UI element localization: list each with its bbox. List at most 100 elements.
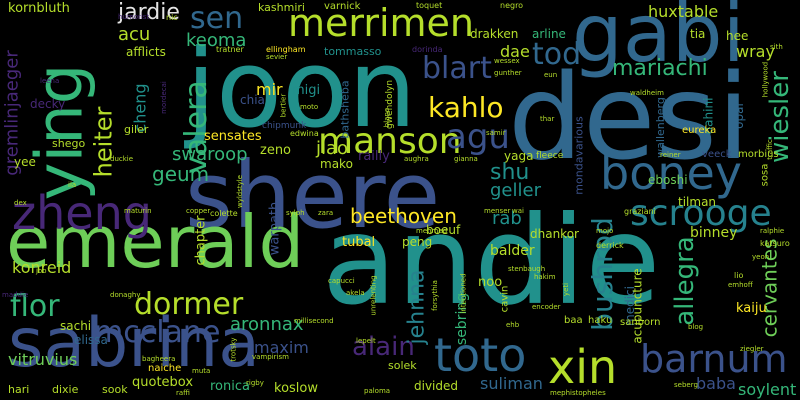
word-aughra: aughra <box>404 155 429 163</box>
word-opal: opal <box>731 103 746 129</box>
word-veeck: veeck <box>702 149 732 160</box>
word-geller: geller <box>490 180 541 201</box>
word-toto: toto <box>434 328 527 382</box>
word-forsythia: forsythia <box>430 280 439 311</box>
word-eureka: eureka <box>682 125 717 136</box>
word-wallenberg: wallenberg <box>653 97 667 158</box>
word-manson: manson <box>318 121 462 162</box>
word-tilman: tilman <box>678 195 717 209</box>
word-bertier: bertier <box>279 93 288 118</box>
word-katsuro: katsuro <box>760 239 790 248</box>
word-reiner: reiner <box>660 151 681 159</box>
word-yeti: yeti <box>562 282 571 297</box>
word-hee: hee <box>726 29 749 43</box>
word-agu: agu <box>446 117 510 157</box>
word-swaroop: swaroop <box>172 144 248 165</box>
word-zara: zara <box>318 209 334 217</box>
word-gabi: gabi <box>572 0 745 80</box>
word-morbius: morbius <box>738 149 779 160</box>
word-eun: eun <box>544 71 558 79</box>
word-mako: mako <box>320 157 353 171</box>
word-maddie: maddie <box>2 291 29 299</box>
word-leena: leena <box>40 77 60 85</box>
word-jiao: jiao <box>316 138 349 159</box>
word-peng: peng <box>402 235 433 249</box>
word-chapter: chapter <box>193 215 209 266</box>
word-kornbluth: kornbluth <box>8 1 70 16</box>
word-huxtable: huxtable <box>648 2 719 21</box>
word-lio: lio <box>734 271 744 280</box>
word-waldheim: waldheim <box>630 89 664 97</box>
word-mcclane: mcclane <box>94 315 221 350</box>
word-xin: xin <box>548 340 618 394</box>
word-koslow: koslow <box>274 381 318 396</box>
word-soylent: soylent <box>738 380 797 399</box>
word-sook: sook <box>102 383 128 396</box>
word-sylph: sylph <box>286 209 305 217</box>
word-yee: yee <box>14 155 36 169</box>
word-jehnna: jehnna <box>404 269 430 345</box>
word-keoma: keoma <box>186 30 247 51</box>
word-dhankor: dhankor <box>530 227 579 241</box>
word-mir: mir <box>256 80 283 99</box>
word-blart: blart <box>422 51 492 86</box>
word-menser: menser <box>484 207 511 215</box>
word-sevier: sevier <box>266 53 288 61</box>
word-divided: divided <box>414 379 459 393</box>
word-hakim: hakim <box>534 273 556 281</box>
word-donaghy: donaghy <box>110 291 141 299</box>
word-ehb: ehb <box>506 321 520 329</box>
word-varnick: varnick <box>324 1 361 12</box>
word-elissa: elissa <box>74 333 108 347</box>
word-sen: sen <box>190 1 244 36</box>
word-tommasso: tommasso <box>324 45 382 58</box>
word-afflicts: afflicts <box>126 45 166 59</box>
word-shu: shu <box>490 160 530 185</box>
word-baa: baa <box>564 315 583 326</box>
word-rab: rab <box>492 208 522 229</box>
word-wray: wray <box>736 42 775 61</box>
word-zeno: zeno <box>260 143 292 158</box>
word-flor: flor <box>10 289 60 324</box>
word-warpath: warpath <box>267 201 283 256</box>
word-noo: noo <box>478 275 503 290</box>
word-beethoven: beethoven <box>350 204 457 228</box>
word-emhoff: emhoff <box>728 281 753 289</box>
word-yeon: yeon <box>752 253 770 261</box>
word-geum: geum <box>152 162 210 186</box>
word-copper: copper <box>186 207 211 215</box>
word-wyldstyle: wyldstyle <box>236 174 245 209</box>
word-solek: solek <box>388 359 417 372</box>
word-mondavarious: mondavarious <box>572 116 586 195</box>
word-fleece: fleece <box>536 151 564 161</box>
word-hollywood: hollywood <box>761 61 770 98</box>
word-blane: blane <box>383 107 392 128</box>
word-merrimen: merrimen <box>288 1 475 45</box>
word-millisecond: millisecond <box>294 317 334 325</box>
word-aronnax: aronnax <box>230 314 304 335</box>
word-muta: muta <box>192 367 211 375</box>
word-yaga: yaga <box>504 149 534 163</box>
word-derrick: derrick <box>596 241 624 250</box>
word-wessex: wessex <box>494 57 520 65</box>
word-bagheera: bagheera <box>142 355 176 363</box>
word-balder: balder <box>490 243 535 259</box>
word-shego: shego <box>52 137 86 150</box>
word-blog: blog <box>688 323 704 331</box>
word-kaiju: kaiju <box>736 301 767 316</box>
word-dormer: dormer <box>134 287 244 322</box>
word-boney: boney <box>600 146 743 200</box>
word-humorist: humorist <box>118 13 150 21</box>
word-sosa: sosa <box>759 163 771 187</box>
word-moto: moto <box>300 103 319 111</box>
word-haku: haku <box>588 315 613 326</box>
word-quotebox: quotebox <box>132 375 194 390</box>
word-trotsky: trotsky <box>229 337 238 362</box>
word-ila: ila <box>68 181 77 189</box>
word-heiter: heiter <box>89 106 118 178</box>
word-dixie: dixie <box>52 383 79 396</box>
word-cavin: cavin <box>499 285 511 313</box>
word-encoder: encoder <box>532 303 561 311</box>
word-dorinda: dorinda <box>412 45 443 54</box>
